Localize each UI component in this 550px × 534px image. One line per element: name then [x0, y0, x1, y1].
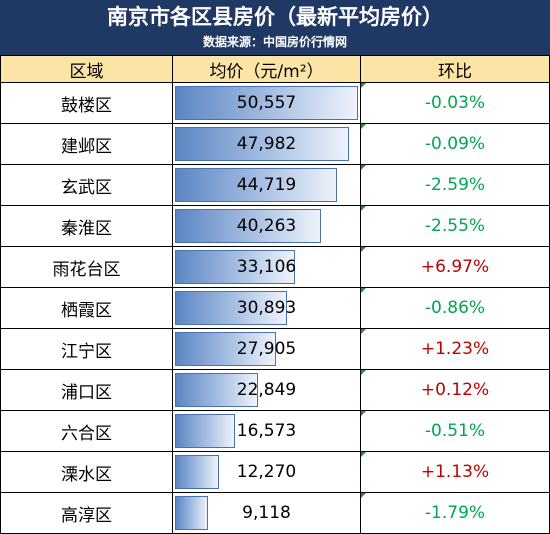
district-cell: 栖霞区 [0, 287, 173, 329]
district-cell: 六合区 [0, 410, 173, 452]
table-row: 栖霞区 30,893 -0.86% [0, 287, 550, 329]
table-row: 浦口区 22,849 +0.12% [0, 369, 550, 411]
price-value: 22,849 [236, 380, 297, 400]
change-cell: -2.59% [360, 164, 550, 206]
table-row: 玄武区 44,719 -2.59% [0, 164, 550, 206]
table-header-banner: 南京市各区县房价（最新平均房价） 数据来源：中国房价行情网 [0, 0, 550, 55]
price-value: 47,982 [236, 134, 297, 154]
price-cell: 50,557 [172, 82, 361, 124]
change-cell: -0.51% [360, 410, 550, 452]
change-cell: -0.86% [360, 287, 550, 329]
price-value: 12,270 [236, 462, 297, 482]
district-cell: 建邺区 [0, 123, 173, 165]
price-cell: 33,106 [172, 246, 361, 288]
column-header-row: 区域 均价（元/m²） 环比 [0, 55, 550, 83]
price-data-bar [175, 86, 358, 120]
price-cell: 22,849 [172, 369, 361, 411]
district-cell: 秦淮区 [0, 205, 173, 247]
table-row: 雨花台区 33,106 +6.97% [0, 246, 550, 288]
price-value: 9,118 [242, 503, 291, 523]
district-cell: 鼓楼区 [0, 82, 173, 124]
price-data-bar [175, 332, 276, 366]
column-header-price: 均价（元/m²） [172, 55, 361, 83]
price-data-bar [175, 209, 321, 243]
price-cell: 16,573 [172, 410, 361, 452]
district-cell: 江宁区 [0, 328, 173, 370]
change-cell: +0.12% [360, 369, 550, 411]
price-cell: 40,263 [172, 205, 361, 247]
table-row: 江宁区 27,905 +1.23% [0, 328, 550, 370]
page-title: 南京市各区县房价（最新平均房价） [107, 5, 443, 29]
price-cell: 9,118 [172, 492, 361, 534]
price-cell: 30,893 [172, 287, 361, 329]
column-header-change: 环比 [360, 55, 550, 83]
price-cell: 44,719 [172, 164, 361, 206]
price-value: 50,557 [236, 93, 297, 113]
change-cell: -2.55% [360, 205, 550, 247]
change-cell: -0.09% [360, 123, 550, 165]
price-data-bar [175, 496, 208, 530]
table-row: 六合区 16,573 -0.51% [0, 410, 550, 452]
price-value: 16,573 [236, 421, 297, 441]
change-cell: -1.79% [360, 492, 550, 534]
price-cell: 12,270 [172, 451, 361, 493]
price-cell: 27,905 [172, 328, 361, 370]
change-cell: -0.03% [360, 82, 550, 124]
table-body: 鼓楼区 50,557 -0.03% 建邺区 47,982 -0.09% 玄武区 44,719 -… [0, 82, 550, 534]
price-data-bar [175, 414, 235, 448]
column-header-district: 区域 [0, 55, 173, 83]
table-row: 建邺区 47,982 -0.09% [0, 123, 550, 165]
district-cell: 玄武区 [0, 164, 173, 206]
district-cell: 雨花台区 [0, 246, 173, 288]
table-row: 溧水区 12,270 +1.13% [0, 451, 550, 493]
district-cell: 浦口区 [0, 369, 173, 411]
price-data-bar [175, 168, 337, 202]
district-price-table: 区域 均价（元/m²） 环比 鼓楼区 50,557 -0.03% 建邺区 47,982 -… [0, 55, 550, 534]
table-row: 秦淮区 40,263 -2.55% [0, 205, 550, 247]
change-cell: +1.13% [360, 451, 550, 493]
price-value: 27,905 [236, 339, 297, 359]
price-data-bar [175, 127, 349, 161]
table-row: 高淳区 9,118 -1.79% [0, 492, 550, 534]
price-data-bar [175, 373, 258, 407]
district-cell: 溧水区 [0, 451, 173, 493]
district-cell: 高淳区 [0, 492, 173, 534]
price-cell: 47,982 [172, 123, 361, 165]
price-value: 40,263 [236, 216, 297, 236]
data-source: 数据来源：中国房价行情网 [202, 35, 347, 49]
price-data-bar [175, 250, 295, 284]
change-cell: +1.23% [360, 328, 550, 370]
price-value: 30,893 [236, 298, 297, 318]
price-data-bar [175, 291, 287, 325]
price-value: 33,106 [236, 257, 297, 277]
table-row: 鼓楼区 50,557 -0.03% [0, 82, 550, 124]
price-data-bar [175, 455, 219, 489]
price-value: 44,719 [236, 175, 297, 195]
change-cell: +6.97% [360, 246, 550, 288]
